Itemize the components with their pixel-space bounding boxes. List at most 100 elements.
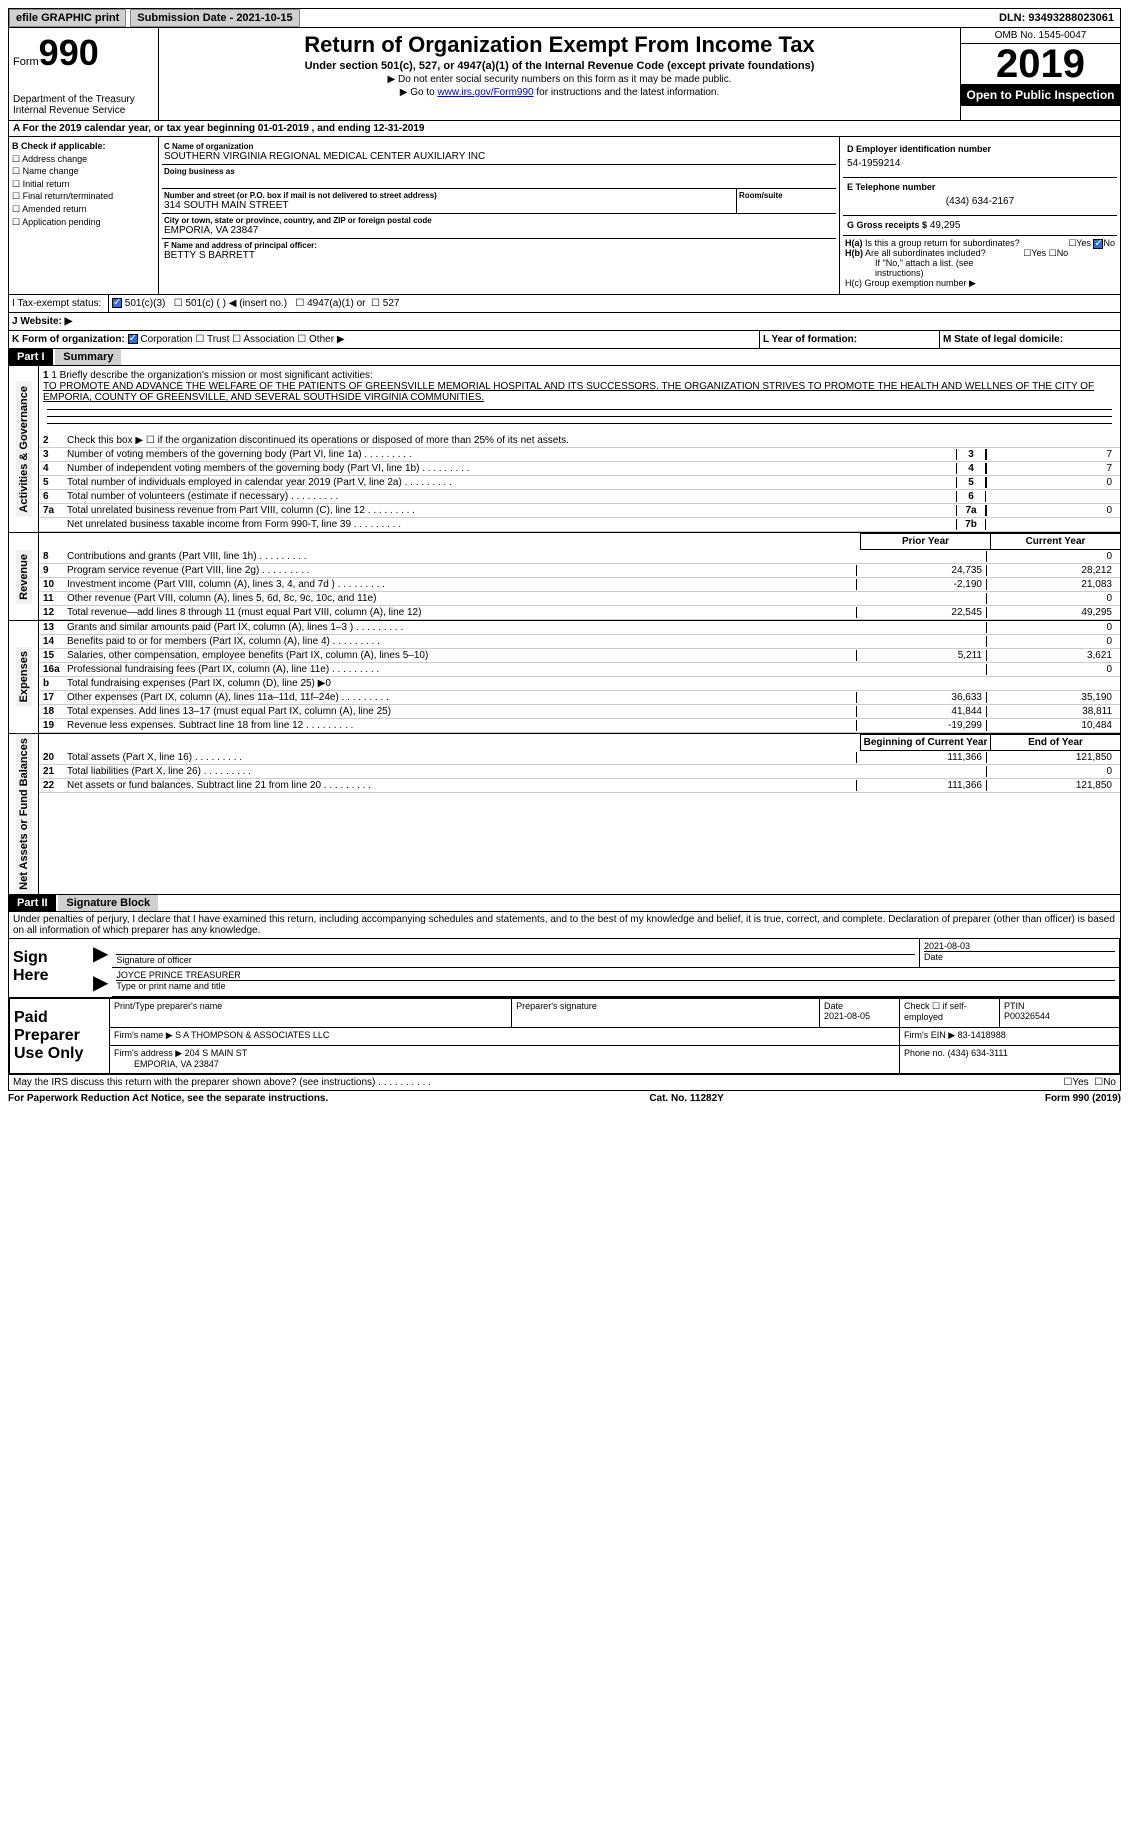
corp-check-icon xyxy=(128,334,138,344)
sig-officer-lbl: Signature of officer xyxy=(116,955,915,965)
line-13: 13Grants and similar amounts paid (Part … xyxy=(39,621,1120,635)
line-22: 22Net assets or fund balances. Subtract … xyxy=(39,779,1120,793)
ck-addr[interactable]: ☐ Address change xyxy=(12,153,155,166)
ha: H(a) Is this a group return for subordin… xyxy=(845,238,1115,248)
paid-section: Paid Preparer Use Only Print/Type prepar… xyxy=(8,998,1121,1075)
perjury: Under penalties of perjury, I declare th… xyxy=(8,912,1121,939)
line-15: 15Salaries, other compensation, employee… xyxy=(39,649,1120,663)
ptin: P00326544 xyxy=(1004,1011,1050,1021)
tel-lbl: E Telephone number xyxy=(847,182,1113,192)
net-hdr: Beginning of Current YearEnd of Year xyxy=(39,734,1120,751)
officer-lbl: F Name and address of principal officer: xyxy=(164,241,834,250)
mission-text: TO PROMOTE AND ADVANCE THE WELFARE OF TH… xyxy=(43,381,1116,403)
cal-year-text: For the 2019 calendar year, or tax year … xyxy=(23,123,425,134)
ck-app[interactable]: ☐ Application pending xyxy=(12,216,155,229)
exp-label: Expenses xyxy=(16,647,32,706)
rev-section: Revenue Prior YearCurrent Year 8Contribu… xyxy=(8,533,1121,621)
hb: H(b) Are all subordinates included? ☐Yes… xyxy=(845,248,1115,258)
form-label: Form990 xyxy=(13,32,154,74)
open-public: Open to Public Inspection xyxy=(961,84,1120,106)
header: Form990 Department of the Treasury Inter… xyxy=(8,28,1121,121)
psig-lbl: Preparer's signature xyxy=(512,999,820,1028)
ck-init[interactable]: ☐ Initial return xyxy=(12,178,155,191)
ck-final[interactable]: ☐ Final return/terminated xyxy=(12,190,155,203)
discuss-row: May the IRS discuss this return with the… xyxy=(8,1075,1121,1091)
officer: BETTY S BARRETT xyxy=(164,250,834,261)
city: EMPORIA, VA 23847 xyxy=(164,225,834,236)
firmein: 83-1418988 xyxy=(958,1030,1006,1040)
line-11: 11Other revenue (Part VIII, column (A), … xyxy=(39,592,1120,606)
irs-link[interactable]: www.irs.gov/Form990 xyxy=(437,87,533,98)
website: J Website: ▶ xyxy=(9,313,1120,330)
line-19: 19Revenue less expenses. Subtract line 1… xyxy=(39,719,1120,733)
gov-section: Activities & Governance 1 1 Briefly desc… xyxy=(8,366,1121,533)
line-7b: Net unrelated business taxable income fr… xyxy=(39,518,1120,532)
line-20: 20Total assets (Part X, line 16)111,3661… xyxy=(39,751,1120,765)
header-right: OMB No. 1545-0047 2019 Open to Public In… xyxy=(960,28,1120,120)
city-lbl: City or town, state or province, country… xyxy=(164,216,834,225)
mission: 1 1 Briefly describe the organization's … xyxy=(39,366,1120,434)
selfemp[interactable]: Check ☐ if self-employed xyxy=(900,999,1000,1028)
exempt-i: I Tax-exempt status: xyxy=(9,295,109,312)
header-mid: Return of Organization Exempt From Incom… xyxy=(159,28,960,120)
part1-bar: Part I Summary xyxy=(8,349,1121,366)
line-6: 6Total number of volunteers (estimate if… xyxy=(39,490,1120,504)
part2-bar: Part II Signature Block xyxy=(8,895,1121,912)
k: K Form of organization: Corporation ☐ Tr… xyxy=(9,331,760,348)
part1-label: Part I xyxy=(9,349,53,365)
addr-lbl: Number and street (or P.O. box if mail i… xyxy=(164,191,734,200)
footer: For Paperwork Reduction Act Notice, see … xyxy=(8,1091,1121,1106)
title: Return of Organization Exempt From Incom… xyxy=(163,32,956,58)
sig-name-lbl: Type or print name and title xyxy=(116,981,1115,991)
mission-q: 1 Briefly describe the organization's mi… xyxy=(51,370,373,381)
dln: DLN: 93493288023061 xyxy=(999,12,1120,24)
hc: H(c) Group exemption number ▶ xyxy=(845,278,1115,289)
footer-right: Form 990 (2019) xyxy=(1045,1093,1121,1104)
form-word: Form xyxy=(13,56,39,68)
c: 501(c) ( ) ◀ (insert no.) xyxy=(185,298,287,309)
exempt-opts: 501(c)(3) ☐ 501(c) ( ) ◀ (insert no.) ☐ … xyxy=(109,295,1120,312)
no-check-icon xyxy=(1093,239,1103,249)
dba-lbl: Doing business as xyxy=(164,167,834,176)
klm-row: K Form of organization: Corporation ☐ Tr… xyxy=(8,331,1121,349)
ck-amend[interactable]: ☐ Amended return xyxy=(12,203,155,216)
note2-pre: ▶ Go to xyxy=(400,87,438,98)
ck-name[interactable]: ☐ Name change xyxy=(12,165,155,178)
name-col: C Name of organization SOUTHERN VIRGINIA… xyxy=(159,137,840,294)
footer-mid: Cat. No. 11282Y xyxy=(649,1093,723,1104)
exempt-row: I Tax-exempt status: 501(c)(3) ☐ 501(c) … xyxy=(8,295,1121,313)
exp-section: Expenses 13Grants and similar amounts pa… xyxy=(8,621,1121,734)
s527: 527 xyxy=(383,298,400,309)
footer-left: For Paperwork Reduction Act Notice, see … xyxy=(8,1093,328,1104)
line-17: 17Other expenses (Part IX, column (A), l… xyxy=(39,691,1120,705)
line-7a: 7aTotal unrelated business revenue from … xyxy=(39,504,1120,518)
line-4: 4Number of independent voting members of… xyxy=(39,462,1120,476)
tax-year: 2019 xyxy=(961,44,1120,84)
dept: Department of the Treasury Internal Reve… xyxy=(13,94,154,116)
gross-lbl: G Gross receipts $ xyxy=(847,220,927,230)
section-bcdefgh: B Check if applicable: ☐ Address change … xyxy=(8,137,1121,295)
right-col: D Employer identification number 54-1959… xyxy=(840,137,1120,294)
gov-label: Activities & Governance xyxy=(16,382,32,517)
part2-label: Part II xyxy=(9,895,56,911)
tel: (434) 634-2167 xyxy=(847,192,1113,211)
submission-date: Submission Date - 2021-10-15 xyxy=(130,9,299,27)
org-name: SOUTHERN VIRGINIA REGIONAL MEDICAL CENTE… xyxy=(164,151,834,162)
phone: (434) 634-3111 xyxy=(948,1048,1008,1058)
efile-print-btn[interactable]: efile GRAPHIC print xyxy=(9,9,126,27)
sig-name: JOYCE PRINCE TREASURER xyxy=(116,970,1115,981)
net-section: Net Assets or Fund Balances Beginning of… xyxy=(8,734,1121,895)
c3-check-icon xyxy=(112,298,122,308)
firmaddr: 204 S MAIN ST xyxy=(185,1048,248,1058)
line-12: 12Total revenue—add lines 8 through 11 (… xyxy=(39,606,1120,620)
line-3: 3Number of voting members of the governi… xyxy=(39,448,1120,462)
org-name-lbl: C Name of organization xyxy=(164,142,834,151)
header-left: Form990 Department of the Treasury Inter… xyxy=(9,28,159,120)
pdate: 2021-08-05 xyxy=(824,1011,870,1021)
hnote: If "No," attach a list. (see instruction… xyxy=(845,258,1115,278)
rev-hdr: Prior YearCurrent Year xyxy=(39,533,1120,550)
sig-date: 2021-08-03 xyxy=(924,941,1115,952)
topbar: efile GRAPHIC print Submission Date - 20… xyxy=(8,8,1121,28)
rev-label: Revenue xyxy=(16,550,32,604)
sign-here: Sign Here xyxy=(9,939,89,997)
